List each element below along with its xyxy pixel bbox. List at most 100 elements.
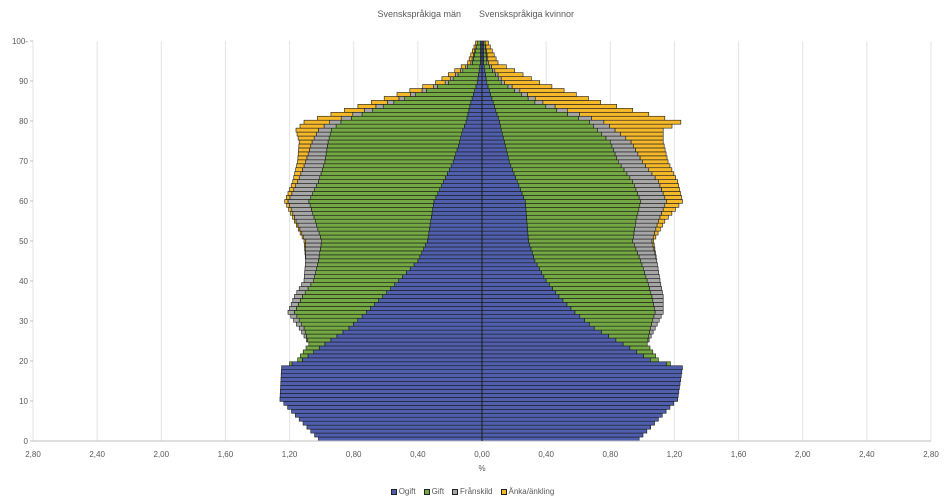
y-tick-label: 60 [19, 197, 28, 206]
bar-women-nkankling [635, 147, 666, 153]
bar-women-nkankling [664, 203, 680, 208]
bar-men-nkankling [470, 52, 474, 58]
bar-men-frnskild [294, 214, 315, 220]
bar-men-nkankling [295, 167, 303, 172]
bar-women-nkankling [666, 199, 683, 204]
bar-men-frnskild [289, 203, 311, 208]
bar-men-gift [448, 80, 478, 85]
bar-women-frnskild [648, 333, 652, 339]
bar-women-ogift [481, 238, 529, 244]
bar-women-ogift [481, 313, 581, 319]
bar-women-ogift [481, 84, 489, 89]
bar-men-gift [324, 159, 454, 165]
bar-women-ogift [481, 393, 679, 398]
bar-men-nkankling [472, 48, 475, 54]
bar-men-ogift [461, 131, 483, 137]
bar-women-gift [532, 250, 638, 256]
bar-women-frnskild [623, 167, 650, 172]
bar-men-ogift [476, 80, 483, 85]
bar-women-nkankling [620, 131, 664, 137]
bar-men-nkankling [295, 127, 319, 133]
bar-men-frnskild [307, 151, 327, 157]
bar-women-ogift [481, 337, 617, 343]
legend-swatch [423, 488, 430, 495]
bar-men-nkankling [297, 135, 315, 141]
bar-women-gift [541, 270, 645, 275]
bar-men-frnskild [363, 108, 373, 113]
bar-men-ogift [342, 329, 483, 335]
title-women: Svenskspråkiga kvinnor [479, 9, 575, 19]
legend-item: Gift [423, 487, 444, 496]
bar-men-frnskild [305, 246, 321, 252]
bar-women-ogift [481, 389, 680, 394]
bar-women-ogift [481, 412, 663, 418]
bar-women-frnskild [616, 155, 641, 161]
bar-women-gift [483, 60, 488, 66]
bar-men-ogift [469, 104, 483, 109]
bar-men-ogift [382, 294, 483, 299]
bar-men-nkankling [299, 123, 325, 129]
bar-men-frnskild [449, 76, 454, 81]
bar-men-ogift [470, 100, 483, 105]
bar-women-nkankling [656, 222, 663, 228]
bar-women-ogift [481, 290, 557, 295]
bar-women-frnskild [652, 298, 664, 303]
bar-men-ogift [314, 432, 483, 438]
bar-men-nkankling [287, 191, 293, 196]
bar-women-gift [527, 226, 635, 232]
bar-men-ogift [447, 171, 483, 176]
bar-men-frnskild [302, 167, 323, 172]
bar-men-ogift [287, 405, 483, 410]
bar-women-ogift [481, 428, 648, 434]
bar-women-nkankling [661, 210, 673, 216]
bar-women-frnskild [632, 179, 659, 184]
bar-men-gift [296, 306, 371, 311]
bar-women-frnskild [637, 210, 662, 216]
bar-women-ogift [481, 115, 499, 121]
bar-women-gift [506, 147, 614, 153]
bar-men-ogift [402, 274, 483, 279]
bar-men-nkankling [304, 242, 306, 248]
bar-women-ogift [481, 72, 486, 77]
bar-men-frnskild [329, 119, 342, 125]
bar-men-ogift [336, 333, 483, 339]
bar-men-frnskild [289, 306, 297, 311]
bar-men-gift [318, 179, 444, 184]
bar-women-frnskild [620, 163, 646, 169]
bar-men-ogift [280, 389, 483, 394]
bar-women-ogift [481, 373, 682, 378]
bar-women-nkankling [648, 167, 673, 172]
bar-women-nkankling [664, 195, 682, 200]
bar-women-ogift [481, 143, 506, 149]
bar-women-ogift [481, 80, 488, 85]
bar-women-frnskild [632, 238, 653, 244]
bar-men-ogift [280, 373, 483, 378]
bar-women-nkankling [519, 88, 565, 93]
bar-women-ogift [481, 183, 520, 188]
bar-women-nkankling [637, 151, 667, 157]
bar-women-frnskild [609, 139, 632, 145]
bar-women-ogift [481, 187, 521, 192]
bar-women-ogift [481, 405, 671, 410]
legend-swatch [500, 488, 507, 495]
bar-men-frnskild [287, 310, 295, 315]
bar-men-ogift [464, 123, 483, 129]
bar-women-nkankling [654, 250, 656, 256]
bar-men-frnskild [305, 238, 322, 244]
bar-men-ogift [466, 115, 483, 121]
bar-women-nkankling [630, 139, 664, 145]
bar-women-ogift [481, 207, 527, 212]
bar-women-nkankling [654, 175, 677, 180]
bar-men-nkankling [298, 143, 312, 149]
bar-women-gift [545, 278, 648, 283]
bar-men-gift [361, 111, 469, 117]
bar-women-gift [601, 329, 650, 335]
bar-men-frnskild [303, 333, 307, 339]
bar-men-gift [329, 131, 462, 137]
bar-men-frnskild [410, 92, 416, 97]
bar-women-frnskild [629, 175, 656, 180]
bar-men-ogift [280, 381, 483, 386]
bar-women-ogift [481, 397, 678, 402]
bar-men-ogift [302, 420, 483, 426]
